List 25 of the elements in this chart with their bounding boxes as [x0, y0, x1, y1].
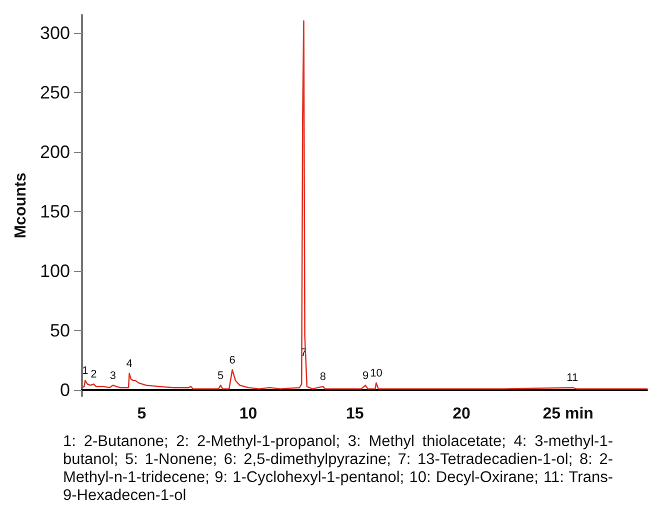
x-tick-label: 10 [239, 406, 258, 422]
annotation: 6 [229, 354, 236, 366]
annotation: 9 [362, 370, 369, 382]
x-tick-label: 25 min [542, 406, 594, 422]
x-tick-label: 20 [452, 406, 471, 422]
x-tick-label: 15 [346, 406, 364, 422]
y-tick-label: 0 [60, 380, 70, 400]
annotation: 5 [218, 370, 224, 382]
annotation: 8 [320, 370, 326, 383]
annotation: 1 [82, 365, 88, 378]
y-tick-label: 200 [40, 142, 70, 162]
annotation: 10 [370, 367, 382, 380]
annotation: 11 [566, 372, 578, 384]
text: 1: 2-Butanone; 2: 2-Methyl-1-propanol; 3: Methyl thiolacetate; 4: 3-methyl-1-butanol; 5: 1-Nonene; 6: 2,5-dimethylpyrazine; 7: 13-Tetradecadien-1-ol; 8: 2-Methyl-n-1-tridecene; 9: 1-Cyclohexyl-1-pentanol; 10: Decyl-Oxirane; 11: Trans-9-Hexadecen-1-ol [63, 433, 613, 505]
line-series [81, 20, 648, 390]
y-tick-label: 150 [40, 201, 70, 222]
x-tick-label: 5 [137, 406, 146, 422]
y-axis-title: Mcounts [12, 172, 30, 238]
y-tick-label: 250 [40, 82, 70, 102]
y-tick-label: 100 [40, 260, 70, 281]
y-tick-label: 300 [40, 22, 70, 43]
annotation: 2 [90, 368, 97, 381]
y-tick-label: 50 [50, 320, 70, 341]
annotation: 4 [126, 358, 132, 370]
annotation: 3 [110, 370, 116, 382]
